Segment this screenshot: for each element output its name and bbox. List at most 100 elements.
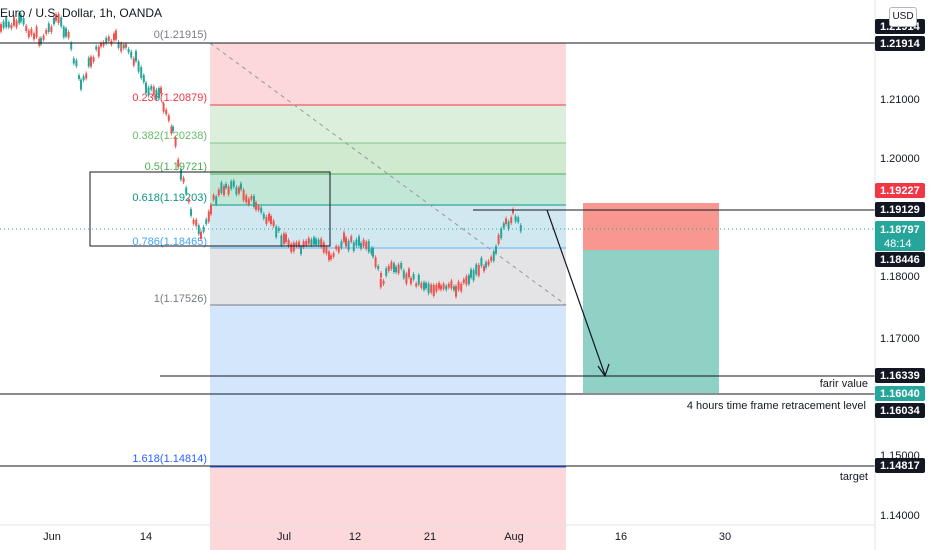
price-label: 1.16034 <box>875 403 925 418</box>
candle-body <box>38 38 41 46</box>
candle-body <box>75 60 78 67</box>
fib-label-0786: 0.786(1.18465) <box>132 236 207 248</box>
consolidation-box[interactable] <box>89 171 331 247</box>
candle-body <box>207 211 210 222</box>
candle-body <box>345 237 347 247</box>
fib-label-1618: 1.618(1.14814) <box>132 453 207 465</box>
candle-body <box>358 236 360 246</box>
candle-body <box>150 86 153 90</box>
candle-body <box>300 246 302 254</box>
candle-body <box>172 126 174 132</box>
candle-body <box>379 278 382 288</box>
candle-body <box>57 14 60 23</box>
candle-body <box>350 236 353 242</box>
current-price-label: 1.18797 48:14 <box>875 221 925 251</box>
candle-body <box>162 103 165 112</box>
candle-body <box>425 282 427 289</box>
candle-body <box>405 273 408 284</box>
fib-zone-0-0236 <box>210 43 566 105</box>
time-tick: 21 <box>424 531 436 543</box>
candle-body <box>70 43 73 50</box>
candle-body <box>177 159 180 168</box>
price-candles <box>0 10 522 299</box>
time-tick: 16 <box>615 531 627 543</box>
price-label: 1.19129 <box>875 202 925 217</box>
candle-body <box>113 33 115 41</box>
candle-body <box>20 14 22 22</box>
take-profit-zone[interactable] <box>583 250 719 393</box>
candle-body <box>102 42 105 46</box>
target-label: target <box>840 471 868 483</box>
candle-body <box>217 189 220 196</box>
candle-body <box>510 217 513 224</box>
candle-body <box>182 177 185 183</box>
candle-body <box>460 283 463 292</box>
candle-body <box>223 186 225 195</box>
candle-body <box>107 36 110 41</box>
candle-body <box>332 253 335 257</box>
fib-label-1: 1(1.17526) <box>154 293 207 305</box>
candle-body <box>315 238 317 245</box>
candle-body <box>87 57 90 67</box>
price-tick: 1.17000 <box>880 333 920 345</box>
candle-body <box>137 61 140 72</box>
candle-body <box>514 216 517 222</box>
time-tick: Jul <box>277 531 291 543</box>
candle-body <box>2 21 5 28</box>
candle-body <box>10 24 13 29</box>
candle-body <box>427 283 430 294</box>
retracement-label: 4 hours time frame retracement level <box>687 400 866 412</box>
candle-body <box>477 264 480 276</box>
candle-body <box>328 251 330 261</box>
candle-body <box>313 237 315 245</box>
candle-body <box>365 241 368 249</box>
price-tick: 1.18000 <box>880 271 920 283</box>
candle-body <box>197 225 200 235</box>
candle-body <box>430 284 433 293</box>
chart-title[interactable]: Euro / U.S. Dollar, 1h, OANDA <box>0 6 163 20</box>
fib-trend-line[interactable] <box>209 42 567 306</box>
svg-text:1.16339: 1.16339 <box>880 370 920 382</box>
time-tick: 30 <box>719 531 731 543</box>
candle-body <box>238 187 240 194</box>
candle-body <box>135 51 137 62</box>
candle-body <box>512 209 514 214</box>
svg-text:1.19227: 1.19227 <box>880 185 920 197</box>
arrow-down-right-icon[interactable] <box>546 209 610 378</box>
candle-body <box>240 183 242 190</box>
candle-body <box>78 75 80 79</box>
candle-body <box>470 269 472 278</box>
stop-loss-zone[interactable] <box>583 203 719 250</box>
candle-body <box>330 255 332 260</box>
candle-body <box>92 57 95 62</box>
candle-body <box>370 248 373 254</box>
candle-body <box>390 262 393 270</box>
candle-body <box>155 89 158 100</box>
candle-body <box>372 248 374 257</box>
candle-body <box>447 283 450 288</box>
candle-body <box>115 30 117 40</box>
candle-body <box>362 239 365 247</box>
candle-body <box>268 213 270 221</box>
candle-body <box>502 223 505 228</box>
candle-body <box>65 28 67 37</box>
candle-body <box>0 24 2 32</box>
candle-body <box>262 213 265 219</box>
candle-body <box>347 240 350 251</box>
candle-body <box>487 261 490 265</box>
candle-body <box>117 42 120 48</box>
candle-body <box>255 202 257 210</box>
candle-body <box>257 205 260 211</box>
fib-zone-05-0618 <box>210 174 566 205</box>
candle-body <box>497 235 500 244</box>
currency-button[interactable]: USD <box>889 7 917 27</box>
candle-body <box>190 209 192 216</box>
candle-body <box>412 273 415 280</box>
candle-body <box>47 23 50 32</box>
candle-body <box>462 279 465 283</box>
candle-body <box>170 126 173 134</box>
candle-body <box>500 228 503 239</box>
candle-body <box>232 180 235 187</box>
candle-body <box>85 73 88 79</box>
